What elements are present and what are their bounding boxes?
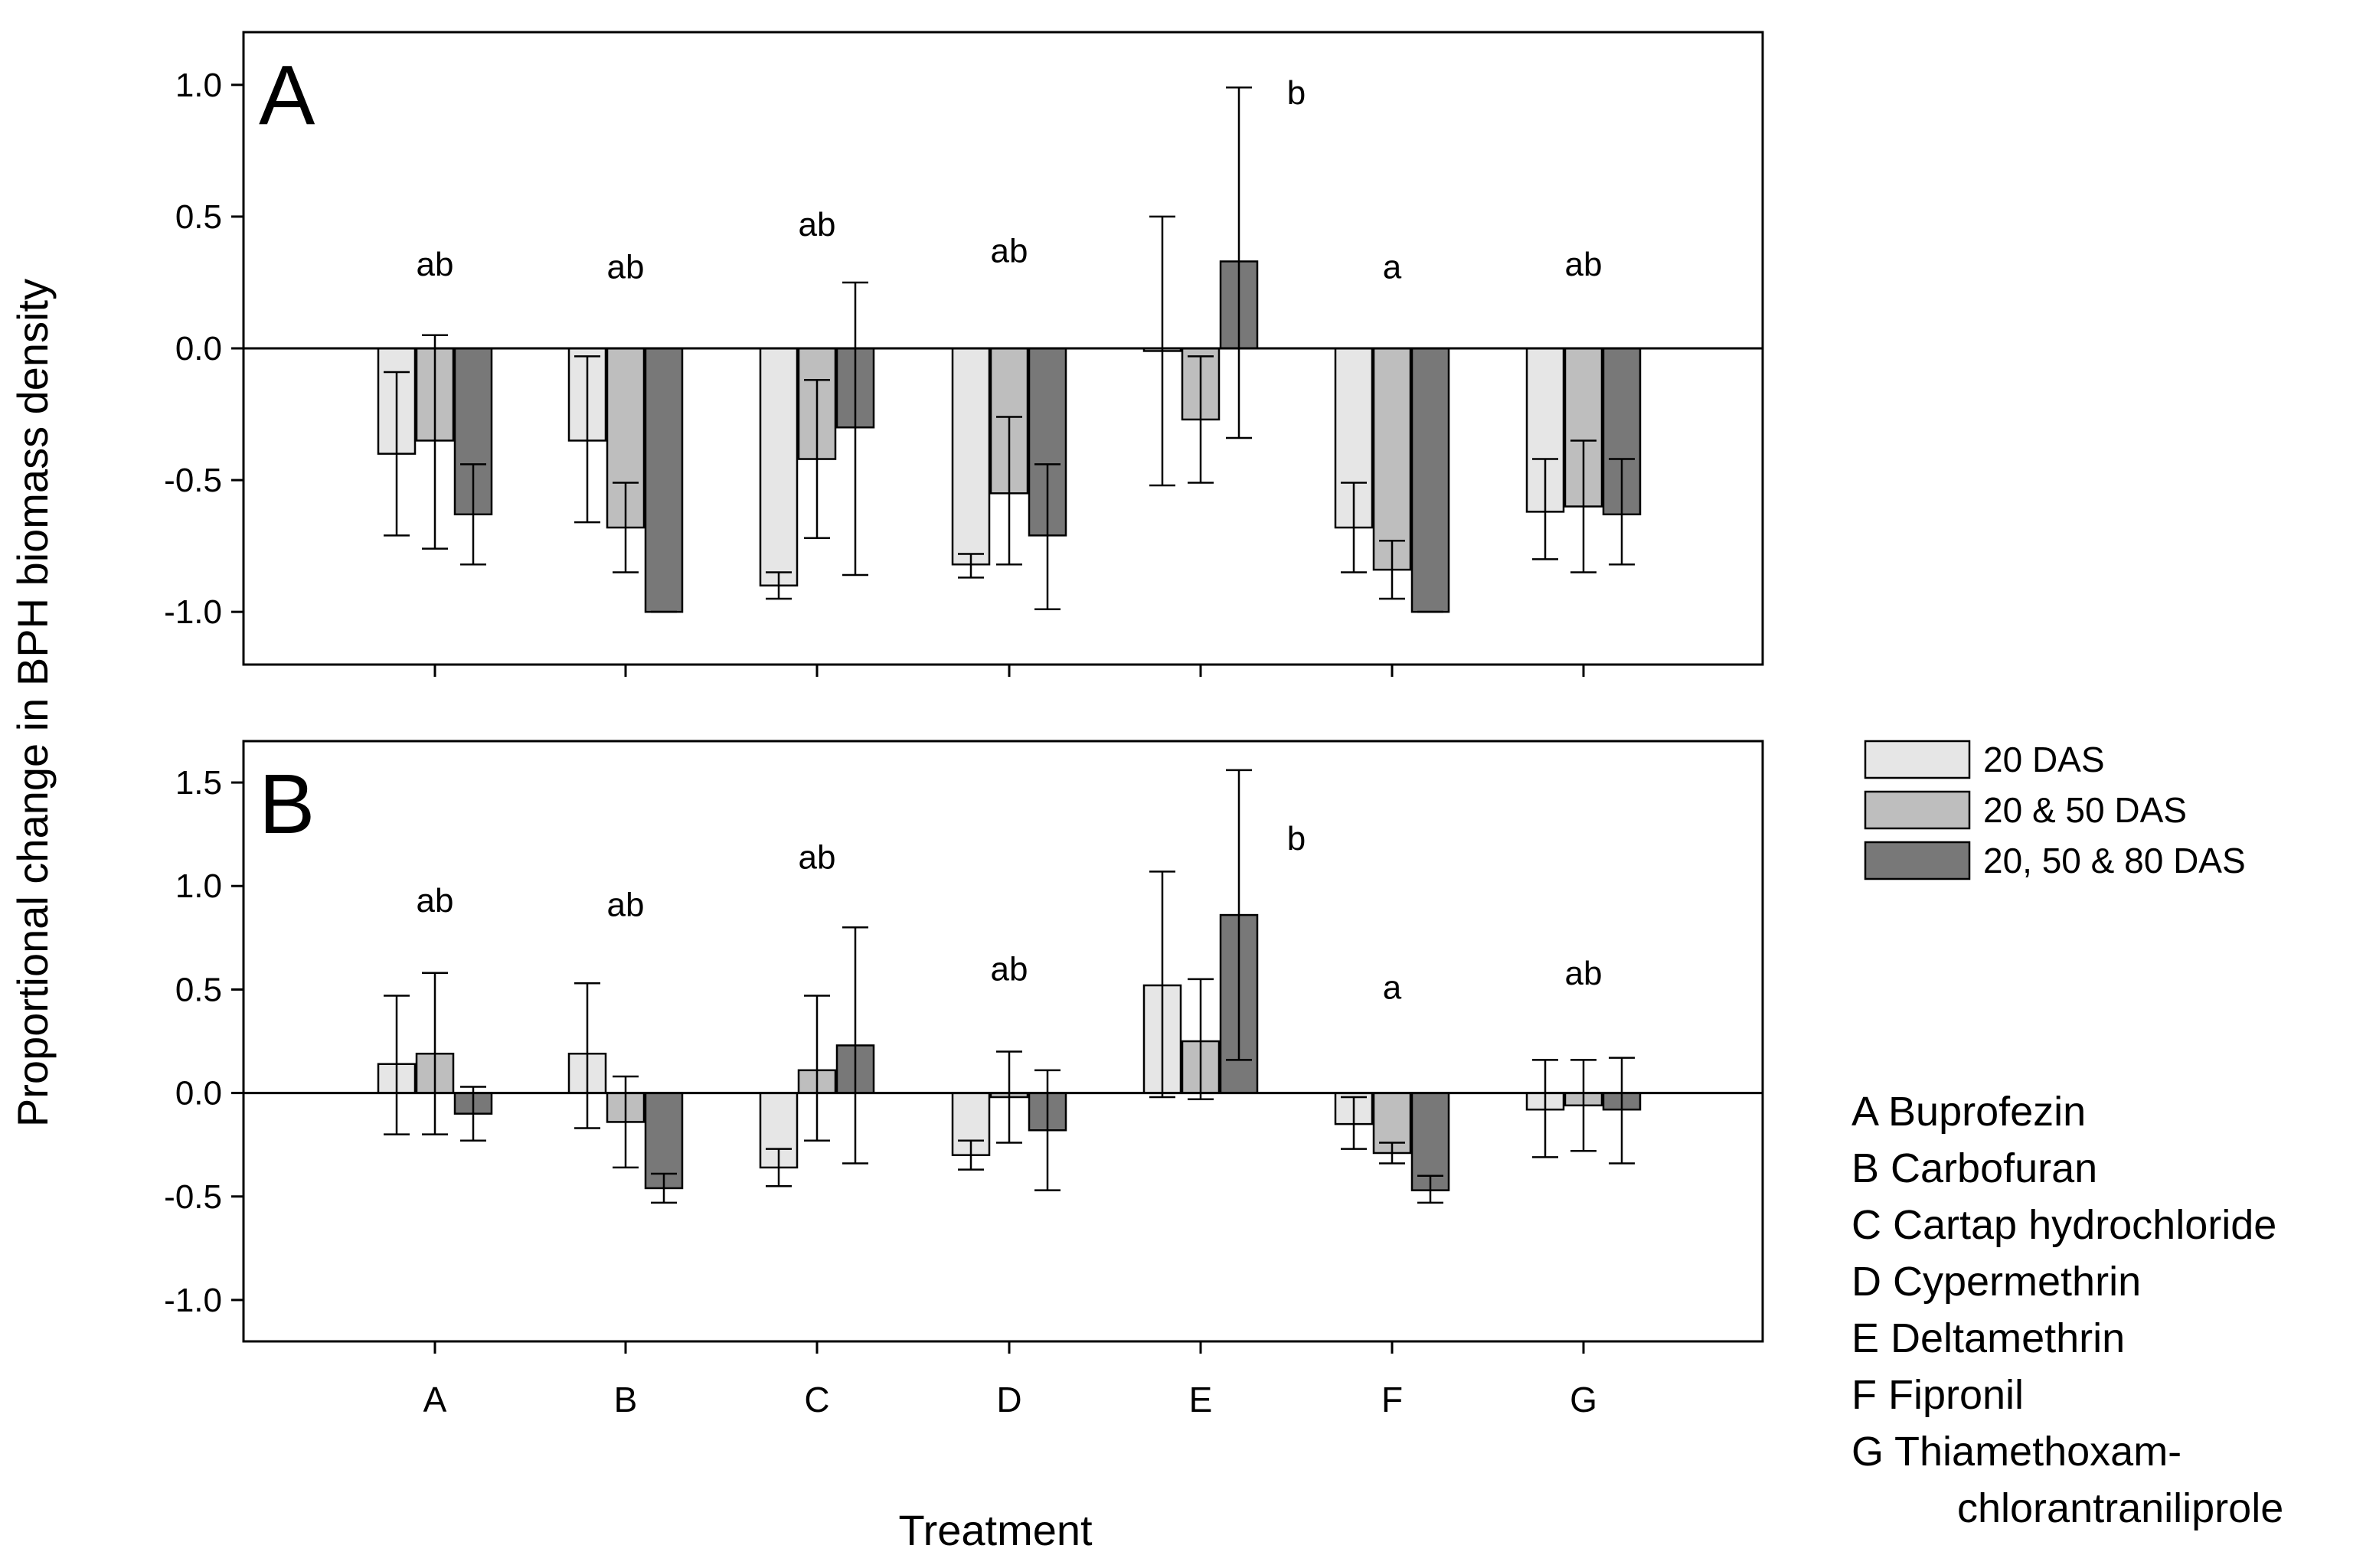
treatment-key-item: F Fipronil (1851, 1372, 2024, 1418)
x-tick-label: A (423, 1380, 447, 1419)
significance-label: ab (991, 233, 1028, 270)
y-tick-label: 0.0 (175, 1075, 222, 1112)
significance-label: b (1287, 74, 1306, 112)
bar (951, 347, 991, 566)
y-tick-label: 0.5 (175, 198, 222, 236)
panel-letter: A (259, 48, 315, 142)
significance-label: ab (417, 246, 454, 283)
treatment-key: A Buprofezin B Carbofuran C Cartap hydroch… (1851, 1089, 2283, 1531)
bar (644, 1092, 684, 1190)
x-tick-label: G (1570, 1380, 1597, 1419)
significance-label: a (1383, 969, 1402, 1007)
significance-label: ab (799, 838, 836, 876)
significance-label: a (1383, 248, 1402, 286)
y-tick-label: 0.0 (175, 330, 222, 368)
significance-label: ab (799, 206, 836, 243)
x-tick-label: B (614, 1380, 638, 1419)
legend-swatch (1864, 740, 1971, 779)
plot-frame (242, 740, 1764, 1343)
y-tick-label: -0.5 (164, 1178, 222, 1216)
panel-a: 1.0 0.5 0.0 -0.5 -1.0 Aab ab ab ab b a ab (164, 31, 1764, 677)
treatment-key-item: C Cartap hydrochloride (1851, 1202, 2276, 1248)
y-tick-label: -0.5 (164, 462, 222, 499)
treatment-key-item: chlorantraniliprole (1957, 1485, 2283, 1531)
significance-label: ab (991, 950, 1028, 988)
y-tick-label: -1.0 (164, 593, 222, 631)
treatment-key-item: G Thiamethoxam- (1851, 1429, 2182, 1475)
y-tick-label: 1.0 (175, 67, 222, 104)
y-tick-label: 1.0 (175, 867, 222, 905)
significance-label: ab (1565, 246, 1603, 283)
bar (759, 347, 799, 586)
treatment-key-item: D Cypermethrin (1851, 1259, 2141, 1305)
significance-label: ab (607, 887, 645, 924)
bar (1410, 347, 1450, 613)
legend-label: 20, 50 & 80 DAS (1983, 841, 2246, 880)
significance-label: ab (607, 248, 645, 286)
significance-label: ab (1565, 955, 1603, 992)
legend: 20 DAS 20 & 50 DAS 20, 50 & 80 DAS (1864, 740, 2246, 880)
significance-label: b (1287, 820, 1306, 858)
bar (644, 347, 684, 613)
panel-letter: B (259, 757, 315, 851)
treatment-key-item: B Carbofuran (1851, 1145, 2097, 1191)
treatment-key-item: A Buprofezin (1851, 1089, 2086, 1135)
x-axis-title: Treatment (898, 1506, 1093, 1554)
legend-label: 20 DAS (1983, 740, 2105, 779)
bar (1372, 347, 1412, 571)
x-tick-label: F (1381, 1380, 1403, 1419)
legend-swatch (1864, 841, 1971, 880)
panel-b: 1.5 1.0 0.5 0.0 -0.5 -1.0 A B C D E F G Bab ab ab ab b a ab (164, 740, 1764, 1419)
x-tick-label: D (996, 1380, 1021, 1419)
treatment-key-item: E Deltamethrin (1851, 1315, 2125, 1361)
significance-label: ab (417, 882, 454, 920)
x-tick-label: C (804, 1380, 829, 1419)
y-tick-label: 0.5 (175, 971, 222, 1008)
x-tick-label: E (1189, 1380, 1213, 1419)
legend-label: 20 & 50 DAS (1983, 790, 2187, 830)
legend-swatch (1864, 790, 1971, 830)
y-tick-label: -1.0 (164, 1282, 222, 1319)
y-axis-title: Proportional change in BPH biomass densi… (8, 279, 57, 1127)
y-tick-label: 1.5 (175, 764, 222, 802)
